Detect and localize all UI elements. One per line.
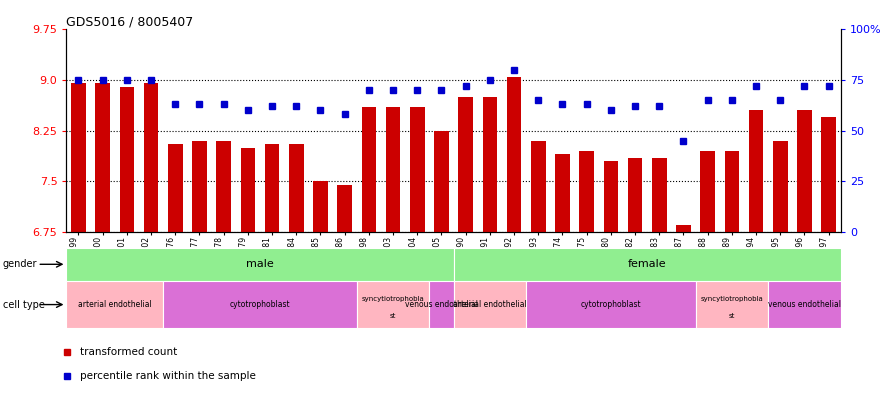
Bar xyxy=(604,161,618,232)
Bar xyxy=(580,151,594,232)
Bar xyxy=(168,144,182,232)
Text: arterial endothelial: arterial endothelial xyxy=(78,300,151,309)
Bar xyxy=(410,107,425,232)
Text: cytotrophoblast: cytotrophoblast xyxy=(229,300,290,309)
Bar xyxy=(429,281,454,328)
Bar xyxy=(217,141,231,232)
Text: venous endothelial: venous endothelial xyxy=(405,300,478,309)
Text: female: female xyxy=(627,259,666,269)
Bar xyxy=(241,147,255,232)
Bar xyxy=(652,158,666,232)
Bar xyxy=(458,97,473,232)
Bar xyxy=(507,77,521,232)
Text: GDS5016 / 8005407: GDS5016 / 8005407 xyxy=(66,15,194,28)
Bar xyxy=(696,281,768,328)
Text: arterial endothelial: arterial endothelial xyxy=(453,300,527,309)
Text: male: male xyxy=(246,259,273,269)
Bar xyxy=(66,281,163,328)
Text: syncytiotrophobla: syncytiotrophobla xyxy=(701,296,763,302)
Text: transformed count: transformed count xyxy=(80,347,177,357)
Bar xyxy=(192,141,207,232)
Bar xyxy=(163,281,357,328)
Bar xyxy=(386,107,400,232)
Bar xyxy=(700,151,715,232)
Bar xyxy=(71,83,86,232)
Bar xyxy=(773,141,788,232)
Bar xyxy=(821,117,836,232)
Text: cytotrophoblast: cytotrophoblast xyxy=(581,300,641,309)
Text: syncytiotrophobla: syncytiotrophobla xyxy=(362,296,425,302)
Bar xyxy=(797,110,812,232)
Bar xyxy=(482,97,497,232)
Text: cell type: cell type xyxy=(3,299,44,310)
Bar xyxy=(527,281,696,328)
Bar xyxy=(725,151,739,232)
Text: percentile rank within the sample: percentile rank within the sample xyxy=(80,371,256,381)
Text: st: st xyxy=(390,313,396,320)
Bar xyxy=(454,248,841,281)
Bar xyxy=(362,107,376,232)
Bar xyxy=(627,158,643,232)
Bar xyxy=(531,141,545,232)
Bar xyxy=(313,181,327,232)
Bar xyxy=(337,185,352,232)
Text: st: st xyxy=(728,313,735,320)
Text: venous endothelial: venous endothelial xyxy=(768,300,841,309)
Bar xyxy=(435,130,449,232)
Bar xyxy=(66,248,454,281)
Bar xyxy=(119,87,135,232)
Bar xyxy=(265,144,280,232)
Bar xyxy=(676,225,690,232)
Text: gender: gender xyxy=(3,259,37,270)
Bar xyxy=(454,281,527,328)
Bar xyxy=(289,144,304,232)
Bar xyxy=(143,83,158,232)
Bar xyxy=(96,83,110,232)
Bar xyxy=(749,110,763,232)
Bar xyxy=(555,154,570,232)
Bar xyxy=(357,281,429,328)
Bar xyxy=(768,281,841,328)
